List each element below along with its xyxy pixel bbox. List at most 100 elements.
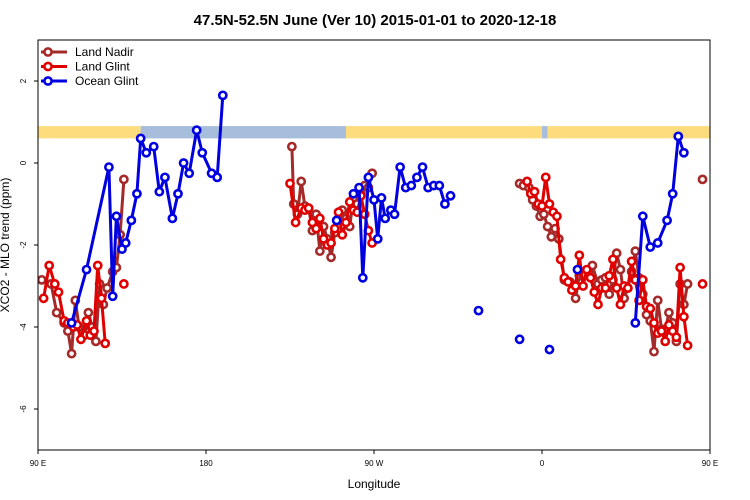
data-point bbox=[38, 293, 49, 304]
data-point bbox=[544, 199, 555, 209]
data-point bbox=[440, 199, 450, 209]
data-point bbox=[102, 283, 112, 293]
y-tick-label: -6 bbox=[19, 405, 28, 413]
data-point bbox=[296, 176, 307, 187]
strip-segment-ocean bbox=[140, 126, 346, 139]
data-point bbox=[615, 264, 626, 275]
data-point bbox=[544, 344, 555, 355]
data-point bbox=[107, 291, 118, 302]
data-point bbox=[217, 90, 228, 101]
strip-segment-ocean bbox=[542, 126, 548, 139]
data-point bbox=[395, 162, 406, 172]
data-point bbox=[81, 264, 92, 275]
data-point bbox=[604, 270, 615, 281]
data-point bbox=[337, 229, 348, 240]
strip-segment-land bbox=[38, 126, 141, 139]
data-point bbox=[673, 131, 684, 142]
data-point bbox=[154, 186, 165, 197]
data-point bbox=[357, 272, 368, 283]
data-point bbox=[314, 246, 325, 257]
chart-title: 47.5N-52.5N June (Ver 10) 2015-01-01 to … bbox=[194, 12, 557, 29]
data-point bbox=[290, 217, 301, 228]
data-point bbox=[417, 162, 428, 172]
x-axis-label: Longitude bbox=[348, 477, 401, 491]
data-point bbox=[184, 168, 195, 179]
data-point bbox=[83, 307, 94, 318]
data-point bbox=[191, 125, 202, 136]
data-point bbox=[197, 147, 208, 158]
data-point bbox=[563, 276, 574, 287]
data-point bbox=[348, 188, 359, 199]
data-point bbox=[326, 238, 336, 248]
data-point bbox=[540, 172, 551, 183]
data-point bbox=[542, 221, 553, 232]
data-point bbox=[555, 254, 566, 265]
data-point bbox=[333, 207, 344, 218]
data-point bbox=[44, 260, 55, 271]
data-point bbox=[578, 281, 588, 291]
data-point bbox=[286, 141, 297, 152]
x-axis: 90 E 180 90 W 0 90 E bbox=[30, 450, 718, 468]
data-point bbox=[53, 287, 64, 298]
data-point bbox=[118, 174, 129, 185]
x-tick-label: 90 E bbox=[30, 459, 46, 468]
data-point bbox=[600, 283, 611, 293]
data-point bbox=[585, 272, 596, 283]
data-point bbox=[649, 317, 659, 328]
data-point bbox=[380, 213, 391, 224]
data-point bbox=[92, 260, 103, 271]
data-point bbox=[645, 303, 656, 314]
data-point bbox=[141, 147, 152, 158]
data-point bbox=[167, 213, 178, 224]
data-point bbox=[581, 264, 592, 275]
data-point bbox=[678, 147, 689, 158]
data-point bbox=[372, 233, 383, 244]
data-point bbox=[622, 283, 633, 293]
data-point bbox=[326, 252, 336, 263]
series-ocean-glint bbox=[66, 90, 689, 355]
y-axis-label: XCO2 - MLO trend (ppm) bbox=[0, 178, 12, 313]
data-point bbox=[406, 180, 417, 191]
data-point bbox=[90, 336, 101, 347]
data-point bbox=[148, 141, 159, 152]
data-point bbox=[412, 172, 422, 183]
data-point bbox=[96, 293, 107, 304]
data-point bbox=[697, 279, 708, 289]
data-point bbox=[637, 274, 648, 285]
data-point bbox=[66, 317, 77, 328]
y-tick-label: 2 bbox=[19, 78, 28, 83]
data-point bbox=[537, 201, 547, 211]
data-point bbox=[675, 262, 686, 273]
data-point bbox=[376, 192, 387, 203]
data-point bbox=[354, 182, 364, 193]
data-point bbox=[178, 158, 189, 168]
data-point bbox=[652, 295, 663, 306]
data-point bbox=[660, 336, 671, 347]
data-point bbox=[329, 223, 340, 234]
data-point bbox=[81, 315, 92, 326]
data-point bbox=[76, 334, 86, 345]
data-point bbox=[626, 256, 637, 267]
data-point bbox=[574, 250, 585, 261]
data-point bbox=[570, 281, 581, 291]
y-axis: -6 -4 -2 0 2 bbox=[19, 78, 38, 413]
legend-label: Land Nadir bbox=[75, 45, 134, 59]
data-point bbox=[529, 186, 540, 197]
data-point bbox=[546, 231, 557, 242]
data-point bbox=[126, 215, 137, 226]
data-point bbox=[49, 279, 60, 289]
x-tick-label: 90 W bbox=[365, 459, 384, 468]
legend-item-land-glint: Land Glint bbox=[41, 60, 130, 74]
data-point bbox=[664, 307, 674, 318]
data-point bbox=[611, 283, 622, 293]
data-point bbox=[311, 223, 322, 234]
data-point bbox=[303, 203, 314, 213]
legend-swatch-marker bbox=[43, 76, 53, 86]
data-point bbox=[331, 215, 342, 226]
strip-segment-land bbox=[547, 126, 710, 139]
y-tick-label: -4 bbox=[19, 323, 28, 331]
data-point bbox=[314, 213, 325, 224]
data-point bbox=[100, 338, 111, 349]
